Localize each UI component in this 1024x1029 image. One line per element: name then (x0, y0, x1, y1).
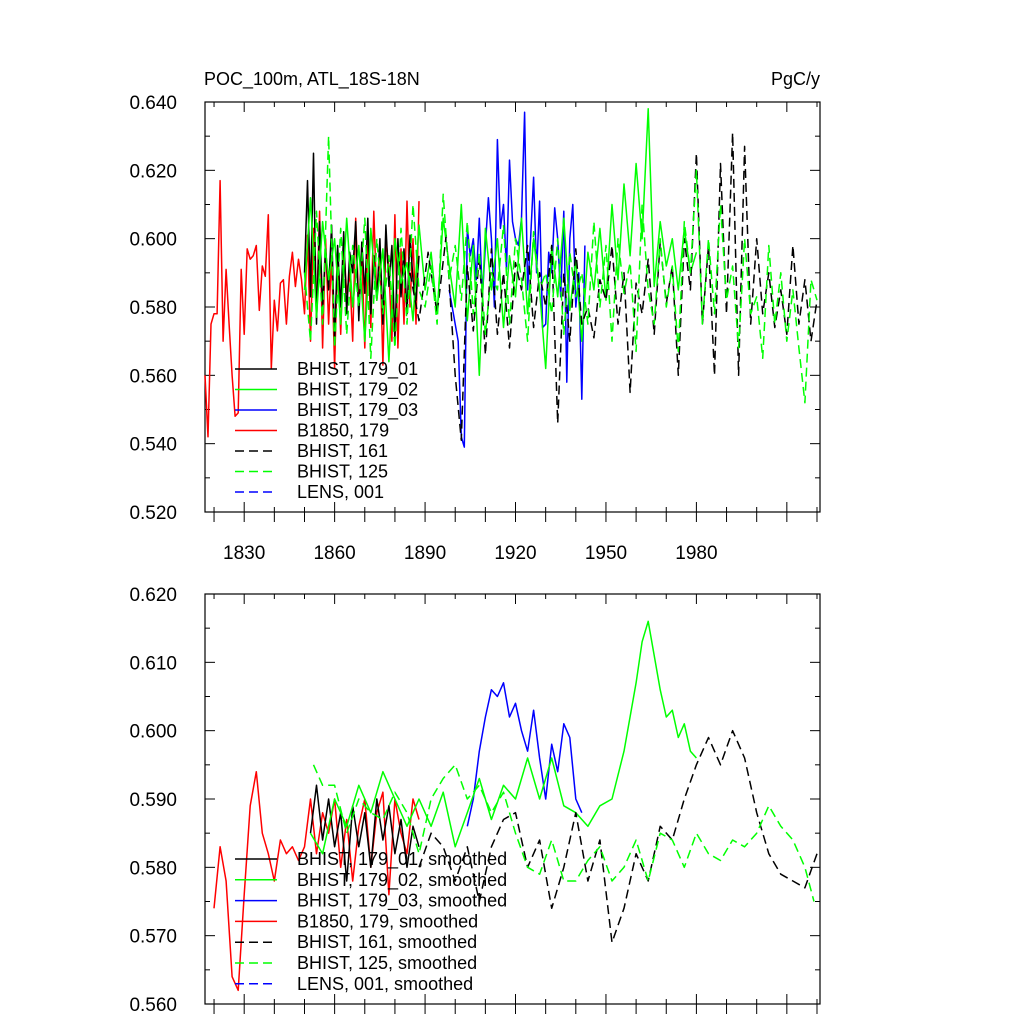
legend-label: BHIST, 179_03, smoothed (297, 891, 507, 912)
y-tick-label: 0.640 (129, 93, 177, 114)
y-tick-label: 0.590 (129, 790, 177, 811)
y-tick-label: 0.580 (129, 298, 177, 319)
series-line (466, 682, 583, 827)
series-line (309, 620, 697, 855)
y-tick-label: 0.600 (129, 230, 177, 251)
y-tick-label: 0.580 (129, 858, 177, 879)
legend-label: LENS, 001, smoothed (297, 974, 473, 994)
series-line (312, 764, 815, 902)
series-line (303, 108, 698, 377)
legend-label: BHIST, 161, smoothed (297, 932, 477, 952)
series-line (309, 784, 420, 882)
y-tick-label: 0.570 (129, 927, 177, 948)
legend-label: BHIST, 179_01 (297, 359, 418, 380)
legend-label: BHIST, 125 (297, 462, 388, 482)
series-line (303, 135, 818, 404)
x-tick-label: 1950 (585, 543, 627, 564)
top-panel: POC_100m, ATL_18S-18N PgC/y 0.5200.5400.… (129, 69, 821, 564)
y-tick-label: 0.560 (129, 995, 177, 1016)
y-tick-label: 0.620 (129, 161, 177, 182)
series-group (204, 108, 818, 448)
chart-title: POC_100m, ATL_18S-18N (204, 69, 420, 90)
y-axis: 0.520 0.540 0.560 0.580 0.600 0.620 0.640 (129, 93, 820, 524)
series-line (418, 729, 818, 944)
x-tick-label: 1890 (404, 543, 446, 564)
x-tick-label: 1980 (675, 543, 717, 564)
legend-label: BHIST, 179_03 (297, 400, 418, 421)
y-tick-label: 0.520 (129, 503, 177, 524)
series-line (448, 111, 586, 448)
legend-label: BHIST, 179_02 (297, 380, 418, 401)
x-tick-label: 1860 (313, 543, 355, 564)
x-axis: 1830 1860 1890 1920 1950 1980 (213, 102, 818, 564)
units-label: PgC/y (771, 69, 820, 89)
y-tick-label: 0.600 (129, 722, 177, 743)
legend-label: B1850, 179, smoothed (297, 911, 478, 931)
series-line (204, 179, 420, 438)
y-tick-label: 0.620 (129, 585, 177, 606)
x-tick-label: 1830 (223, 543, 265, 564)
legend-label: BHIST, 161 (297, 441, 388, 461)
y-tick-label: 0.540 (129, 435, 177, 456)
legend-label: BHIST, 179_01, smoothed (297, 849, 507, 870)
y-axis: 0.560 0.570 0.580 0.590 0.600 0.610 0.620 (129, 585, 820, 1016)
x-tick-label: 1920 (494, 543, 536, 564)
y-tick-label: 0.610 (129, 653, 177, 674)
legend-label: BHIST, 125, smoothed (297, 953, 477, 973)
bottom-panel: 0.560 0.570 0.580 0.590 0.600 0.610 0.620 BHIS… (129, 585, 821, 1016)
legend-label: LENS, 001 (297, 482, 384, 502)
legend-label: BHIST, 179_02, smoothed (297, 870, 507, 891)
series-group (213, 620, 818, 992)
y-tick-label: 0.560 (129, 366, 177, 387)
x-axis (213, 594, 818, 1014)
legend-label: B1850, 179 (297, 421, 389, 441)
